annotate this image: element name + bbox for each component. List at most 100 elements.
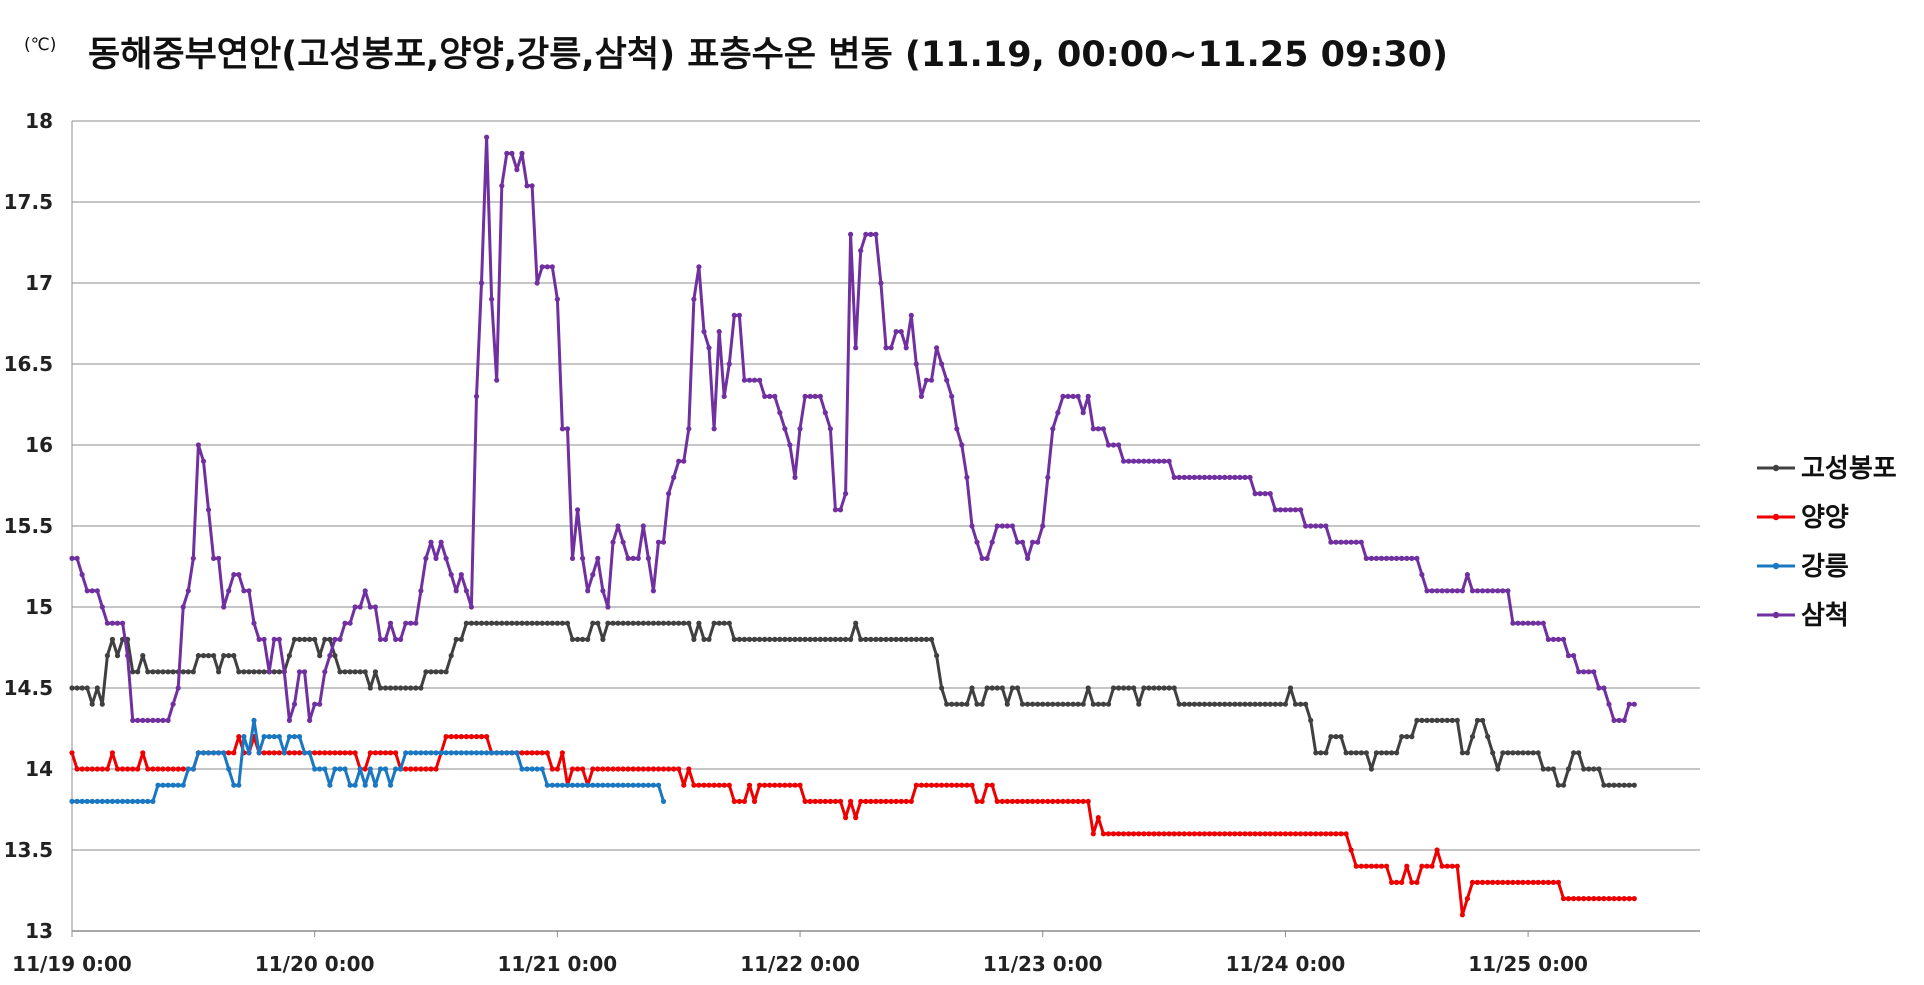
data-point (630, 766, 636, 772)
data-point (135, 717, 141, 724)
data-point (575, 782, 581, 788)
data-point (706, 636, 712, 643)
data-point (1363, 863, 1369, 869)
data-point (848, 231, 854, 237)
data-point (408, 620, 414, 626)
data-point (317, 766, 323, 772)
data-point (1090, 426, 1096, 432)
data-point (964, 474, 970, 480)
data-point (782, 782, 788, 788)
data-point (1267, 491, 1273, 497)
data-point (463, 750, 469, 756)
data-point (413, 766, 419, 772)
data-point (580, 782, 586, 788)
data-point (610, 539, 616, 545)
data-point (519, 750, 525, 756)
data-point (655, 782, 662, 788)
data-point (928, 377, 935, 383)
data-point (762, 393, 768, 399)
data-point (1363, 750, 1369, 756)
data-point (251, 669, 257, 675)
data-point (317, 750, 323, 756)
data-point (1571, 896, 1577, 902)
data-point (544, 782, 550, 788)
data-point (1560, 896, 1567, 902)
data-point (858, 636, 864, 643)
data-point (1313, 523, 1319, 529)
data-point (797, 636, 803, 643)
data-point (1095, 701, 1101, 707)
data-point (590, 572, 596, 578)
data-point (94, 588, 100, 594)
data-point (772, 636, 778, 643)
data-point (580, 636, 586, 643)
data-point (686, 620, 692, 626)
data-point (1247, 831, 1253, 837)
data-point (539, 264, 545, 270)
data-point (1348, 750, 1354, 756)
data-point (605, 766, 611, 772)
data-point (307, 750, 313, 756)
data-point (1586, 766, 1592, 772)
data-point (185, 766, 191, 772)
data-point (1100, 701, 1106, 707)
data-point (1444, 717, 1450, 724)
data-point (347, 750, 353, 756)
data-point (332, 636, 338, 643)
data-point (898, 636, 904, 643)
data-point (1353, 863, 1359, 869)
data-point (868, 798, 874, 805)
data-point (529, 766, 535, 772)
data-point (630, 555, 636, 562)
data-point (883, 636, 889, 643)
data-point (1439, 588, 1445, 594)
data-point (1262, 831, 1268, 837)
data-point (913, 636, 919, 643)
data-point (686, 766, 692, 772)
data-point (615, 782, 621, 788)
data-point (1287, 507, 1294, 513)
data-point (1282, 831, 1288, 837)
data-point (120, 620, 126, 626)
data-point (1368, 766, 1374, 772)
data-point (433, 555, 439, 562)
data-point (1581, 669, 1587, 675)
x-tick-label: 11/21 0:00 (498, 952, 618, 976)
data-point (1576, 896, 1582, 902)
data-point (367, 750, 373, 756)
data-point (625, 620, 631, 626)
data-point (1555, 879, 1561, 886)
data-point (1399, 879, 1405, 886)
data-point (150, 669, 156, 675)
data-point (1454, 863, 1460, 869)
data-point (170, 782, 176, 788)
data-point (1404, 734, 1410, 740)
data-point (170, 669, 176, 675)
data-point (1358, 539, 1364, 545)
data-point (276, 669, 282, 675)
data-point (984, 685, 990, 691)
data-point (827, 636, 834, 643)
data-point (1070, 701, 1076, 707)
data-point (1014, 798, 1021, 805)
data-point (499, 183, 505, 189)
data-point (666, 620, 672, 626)
data-point (276, 734, 282, 740)
data-point (423, 750, 429, 756)
data-point (1277, 831, 1283, 837)
data-point (1126, 685, 1132, 691)
data-point (170, 766, 176, 772)
data-point (1126, 458, 1132, 464)
data-point (327, 636, 333, 643)
data-point (1267, 831, 1273, 837)
data-point (539, 620, 545, 626)
data-point (1282, 701, 1288, 707)
data-point (1181, 701, 1187, 707)
data-point (94, 798, 100, 805)
data-point (453, 750, 459, 756)
data-point (1601, 896, 1607, 902)
data-point (296, 750, 303, 756)
data-point (307, 636, 313, 643)
data-point (1009, 685, 1016, 691)
data-point (1606, 782, 1612, 788)
